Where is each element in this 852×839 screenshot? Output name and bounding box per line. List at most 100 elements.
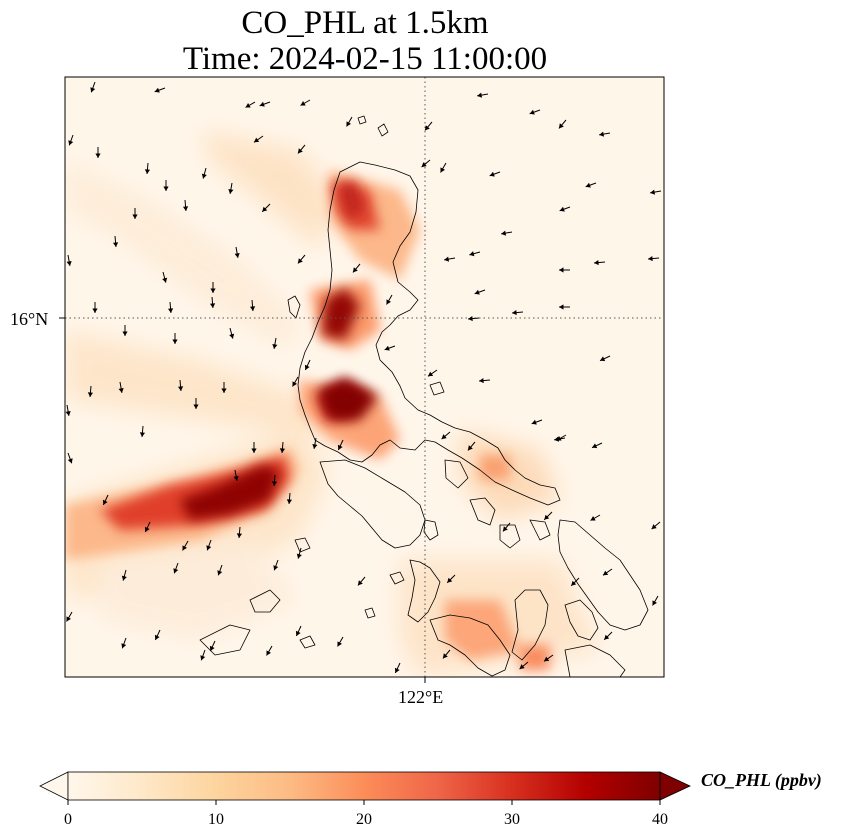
wind-arrow-head — [245, 102, 251, 108]
wind-arrow-head — [118, 387, 124, 393]
wind-arrow-head — [312, 443, 318, 449]
wind-arrow-head — [571, 580, 577, 586]
colorbar — [39, 771, 691, 805]
colorbar-tick-label: 20 — [356, 811, 372, 828]
wind-arrow-head — [648, 255, 653, 262]
wind-arrow-head — [273, 565, 279, 571]
wind-arrow-head — [132, 214, 138, 219]
wind-arrow-head — [337, 444, 343, 450]
wind-arrow-head — [559, 206, 565, 212]
wind-arrow-head — [234, 252, 240, 258]
wind-arrow-head — [144, 526, 150, 532]
wind-arrow-head — [444, 256, 450, 262]
wind-arrow-head — [154, 87, 160, 93]
wind-arrow-head — [489, 171, 495, 177]
wind-arrow-head — [599, 131, 605, 137]
wind-arrow-head — [651, 524, 657, 530]
wind-arrow-head — [297, 258, 303, 264]
map-frame — [64, 76, 665, 678]
wind-arrow-head — [531, 419, 537, 425]
longitude-tick-label: 122°E — [398, 687, 444, 707]
wind-arrow-head — [352, 267, 358, 273]
wind-arrow-head — [440, 167, 446, 173]
wind-arrow-head — [304, 364, 310, 370]
wind-arrow-head — [154, 634, 160, 640]
wind-arrow-head — [602, 570, 609, 576]
wind-arrow-head — [66, 616, 72, 622]
wind-arrow-head — [501, 230, 507, 236]
wind-arrow-head — [65, 410, 71, 416]
wind-arrow-head — [251, 448, 257, 453]
latitude-tick-label: 16°N — [10, 309, 49, 329]
wind-arrow-head — [650, 189, 656, 195]
colorbar-tick-label: 30 — [504, 811, 520, 828]
wind-arrow-head — [600, 356, 606, 362]
wind-arrow-head — [594, 259, 599, 266]
wind-arrow-head — [95, 153, 101, 158]
wind-arrow-head — [167, 308, 174, 313]
wind-arrow-head — [144, 169, 151, 174]
wind-arrow-head — [295, 630, 301, 636]
wind-arrow-head — [68, 140, 74, 146]
wind-arrow-head — [139, 432, 146, 437]
wind-arrow-head — [519, 664, 525, 670]
wind-arrow-head — [236, 533, 243, 538]
wind-arrow-head — [441, 434, 447, 440]
wind-arrow-head — [249, 306, 256, 311]
wind-arrow-head — [182, 206, 189, 211]
wind-arrow-head — [424, 125, 430, 131]
wind-arrow-head — [121, 643, 127, 649]
co-concentration-field — [65, 77, 664, 677]
wind-arrow-head — [112, 242, 119, 247]
wind-arrow-head — [163, 186, 169, 191]
wind-arrow-head — [66, 260, 72, 266]
wind-arrow-head — [585, 182, 591, 188]
wind-arrow-head — [357, 580, 363, 586]
wind-arrow-head — [447, 577, 453, 583]
wind-arrow-head — [297, 148, 303, 154]
wind-arrow-head — [172, 339, 178, 344]
wind-arrow-head — [477, 92, 483, 98]
coastline — [199, 115, 649, 677]
wind-arrow-head — [272, 343, 278, 349]
wind-arrow-head — [266, 650, 272, 656]
wind-arrow-head — [209, 303, 216, 308]
wind-arrow-head — [210, 288, 216, 293]
wind-arrow-head — [279, 448, 286, 453]
wind-arrow-head — [90, 87, 96, 93]
wind-arrow-head — [652, 600, 658, 606]
wind-arrow-head — [592, 443, 598, 449]
wind-arrow-head — [206, 545, 212, 551]
wind-arrow-head — [200, 655, 206, 661]
wind-arrow-head — [173, 568, 179, 574]
colorbar-gradient — [68, 772, 660, 800]
colorbar-tick-label: 0 — [64, 811, 72, 828]
wind-arrow-head — [253, 137, 260, 143]
wind-arrow-head — [558, 123, 564, 129]
wind-arrow-head — [262, 206, 268, 212]
wind-arrow-head — [467, 445, 473, 451]
wind-arrow-head — [346, 121, 352, 127]
wind-arrow-head — [469, 251, 475, 257]
wind-arrow-head — [162, 277, 168, 283]
wind-arrow-head — [442, 653, 448, 659]
wind-arrow-head — [292, 381, 298, 387]
wind-arrow-head — [102, 499, 108, 505]
colorbar-tick-label: 40 — [652, 811, 668, 828]
wind-arrow-head — [300, 100, 306, 106]
wind-arrow-head — [554, 436, 560, 442]
wind-arrow-head — [337, 641, 343, 647]
wind-arrow-head — [421, 162, 427, 168]
wind-arrow-head — [209, 645, 215, 651]
colorbar-tick-label: 10 — [208, 811, 224, 828]
wind-arrow-head — [228, 188, 234, 194]
wind-arrow-head — [386, 299, 392, 305]
wind-arrow-head — [544, 514, 550, 520]
wind-arrow-head — [122, 331, 128, 336]
wind-arrow-head — [543, 656, 550, 662]
wind-arrow-head — [221, 388, 227, 393]
wind-arrow-head — [427, 371, 434, 377]
wind-arrow-head — [529, 109, 535, 115]
wind-arrow-head — [559, 304, 564, 310]
wind-arrow-head — [121, 575, 127, 581]
